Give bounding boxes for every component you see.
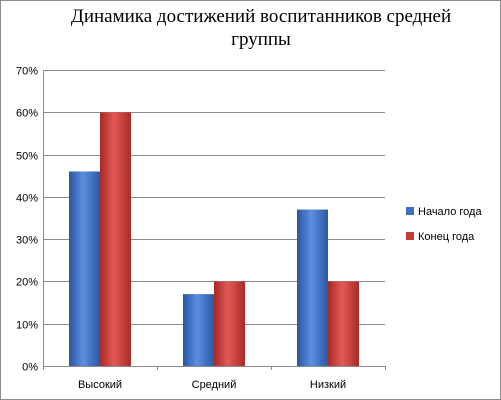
y-tick-label: 70% <box>16 66 38 78</box>
y-tick-label: 40% <box>16 193 38 205</box>
bar <box>183 294 214 366</box>
bar <box>328 281 359 366</box>
legend-entry: Начало года <box>418 206 482 218</box>
bar <box>100 112 131 367</box>
y-tick-label: 30% <box>16 235 38 247</box>
y-tick-label: 0% <box>22 362 38 374</box>
legend-entry: Конец года <box>418 231 475 243</box>
x-tick-label: Средний <box>192 379 237 391</box>
y-tick-label: 20% <box>16 277 38 289</box>
legend-swatch <box>406 232 414 240</box>
chart-title: Динамика достижений воспитанников средне… <box>70 6 452 50</box>
y-tick-label: 60% <box>16 108 38 120</box>
x-tick-label: Низкий <box>310 379 346 391</box>
bar <box>214 281 245 366</box>
y-tick-label: 50% <box>16 151 38 163</box>
legend-swatch <box>406 207 414 215</box>
x-tick-label: Высокий <box>78 379 122 391</box>
bar <box>69 171 100 366</box>
y-tick-label: 10% <box>16 320 38 332</box>
bar <box>297 209 328 366</box>
